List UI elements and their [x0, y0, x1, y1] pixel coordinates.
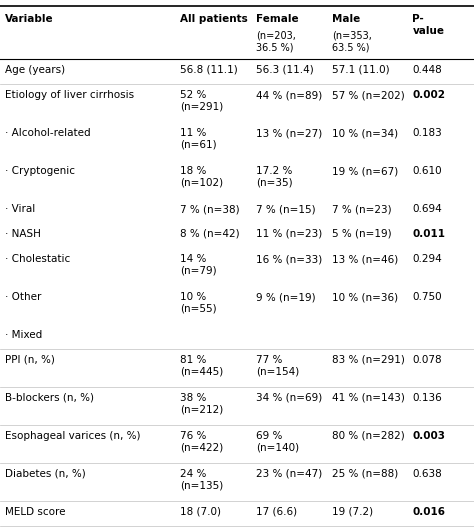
Text: · Viral: · Viral — [5, 204, 35, 214]
Text: 8 % (n=42): 8 % (n=42) — [180, 229, 240, 239]
Text: 52 %
(n=291): 52 % (n=291) — [180, 90, 223, 112]
Text: 0.078: 0.078 — [412, 355, 442, 365]
Text: Variable: Variable — [5, 14, 54, 24]
Text: 13 % (n=27): 13 % (n=27) — [256, 128, 322, 138]
Text: 25 % (n=88): 25 % (n=88) — [332, 469, 398, 479]
Text: 81 %
(n=445): 81 % (n=445) — [180, 355, 223, 377]
Text: 38 %
(n=212): 38 % (n=212) — [180, 393, 223, 415]
Text: 0.694: 0.694 — [412, 204, 442, 214]
Text: PPI (n, %): PPI (n, %) — [5, 355, 55, 365]
Text: 0.448: 0.448 — [412, 65, 442, 75]
Text: 77 %
(n=154): 77 % (n=154) — [256, 355, 299, 377]
Text: 80 % (n=282): 80 % (n=282) — [332, 431, 404, 441]
Text: Male: Male — [332, 14, 360, 24]
Text: · NASH: · NASH — [5, 229, 41, 239]
Text: 56.8 (11.1): 56.8 (11.1) — [180, 65, 238, 75]
Text: 0.183: 0.183 — [412, 128, 442, 138]
Text: 0.136: 0.136 — [412, 393, 442, 403]
Text: 17.2 %
(n=35): 17.2 % (n=35) — [256, 166, 292, 188]
Text: 34 % (n=69): 34 % (n=69) — [256, 393, 322, 403]
Text: MELD score: MELD score — [5, 507, 65, 517]
Text: · Mixed: · Mixed — [5, 330, 42, 340]
Text: P-
value: P- value — [412, 14, 445, 35]
Text: 11 %
(n=61): 11 % (n=61) — [180, 128, 217, 150]
Text: 14 %
(n=79): 14 % (n=79) — [180, 254, 217, 276]
Text: 16 % (n=33): 16 % (n=33) — [256, 254, 322, 264]
Text: 57 % (n=202): 57 % (n=202) — [332, 90, 404, 100]
Text: 23 % (n=47): 23 % (n=47) — [256, 469, 322, 479]
Text: 17 (6.6): 17 (6.6) — [256, 507, 297, 517]
Text: Esophageal varices (n, %): Esophageal varices (n, %) — [5, 431, 140, 441]
Text: 41 % (n=143): 41 % (n=143) — [332, 393, 405, 403]
Text: 56.3 (11.4): 56.3 (11.4) — [256, 65, 314, 75]
Text: 0.294: 0.294 — [412, 254, 442, 264]
Text: 0.003: 0.003 — [412, 431, 446, 441]
Text: · Other: · Other — [5, 292, 41, 302]
Text: 76 %
(n=422): 76 % (n=422) — [180, 431, 223, 453]
Text: 0.002: 0.002 — [412, 90, 446, 100]
Text: 7 % (n=38): 7 % (n=38) — [180, 204, 240, 214]
Text: 0.011: 0.011 — [412, 229, 446, 239]
Text: 10 % (n=36): 10 % (n=36) — [332, 292, 398, 302]
Text: Age (years): Age (years) — [5, 65, 65, 75]
Text: 0.016: 0.016 — [412, 507, 446, 517]
Text: 0.750: 0.750 — [412, 292, 442, 302]
Text: · Cholestatic: · Cholestatic — [5, 254, 70, 264]
Text: 10 %
(n=55): 10 % (n=55) — [180, 292, 217, 314]
Text: 69 %
(n=140): 69 % (n=140) — [256, 431, 299, 453]
Text: 0.610: 0.610 — [412, 166, 442, 176]
Text: Etiology of liver cirrhosis: Etiology of liver cirrhosis — [5, 90, 134, 100]
Text: 9 % (n=19): 9 % (n=19) — [256, 292, 316, 302]
Text: 19 (7.2): 19 (7.2) — [332, 507, 373, 517]
Text: B-blockers (n, %): B-blockers (n, %) — [5, 393, 94, 403]
Text: 0.638: 0.638 — [412, 469, 442, 479]
Text: 7 % (n=23): 7 % (n=23) — [332, 204, 392, 214]
Text: Diabetes (n, %): Diabetes (n, %) — [5, 469, 85, 479]
Text: · Cryptogenic: · Cryptogenic — [5, 166, 75, 176]
Text: 18 (7.0): 18 (7.0) — [180, 507, 221, 517]
Text: 13 % (n=46): 13 % (n=46) — [332, 254, 398, 264]
Text: · Alcohol-related: · Alcohol-related — [5, 128, 91, 138]
Text: 11 % (n=23): 11 % (n=23) — [256, 229, 322, 239]
Text: 10 % (n=34): 10 % (n=34) — [332, 128, 398, 138]
Text: 5 % (n=19): 5 % (n=19) — [332, 229, 392, 239]
Text: (n=203,
36.5 %): (n=203, 36.5 %) — [256, 31, 296, 52]
Text: 44 % (n=89): 44 % (n=89) — [256, 90, 322, 100]
Text: Female: Female — [256, 14, 299, 24]
Text: 83 % (n=291): 83 % (n=291) — [332, 355, 405, 365]
Text: 24 %
(n=135): 24 % (n=135) — [180, 469, 223, 490]
Text: (n=353,
63.5 %): (n=353, 63.5 %) — [332, 31, 372, 52]
Text: 19 % (n=67): 19 % (n=67) — [332, 166, 398, 176]
Text: 7 % (n=15): 7 % (n=15) — [256, 204, 316, 214]
Text: All patients: All patients — [180, 14, 248, 24]
Text: 57.1 (11.0): 57.1 (11.0) — [332, 65, 390, 75]
Text: 18 %
(n=102): 18 % (n=102) — [180, 166, 223, 188]
